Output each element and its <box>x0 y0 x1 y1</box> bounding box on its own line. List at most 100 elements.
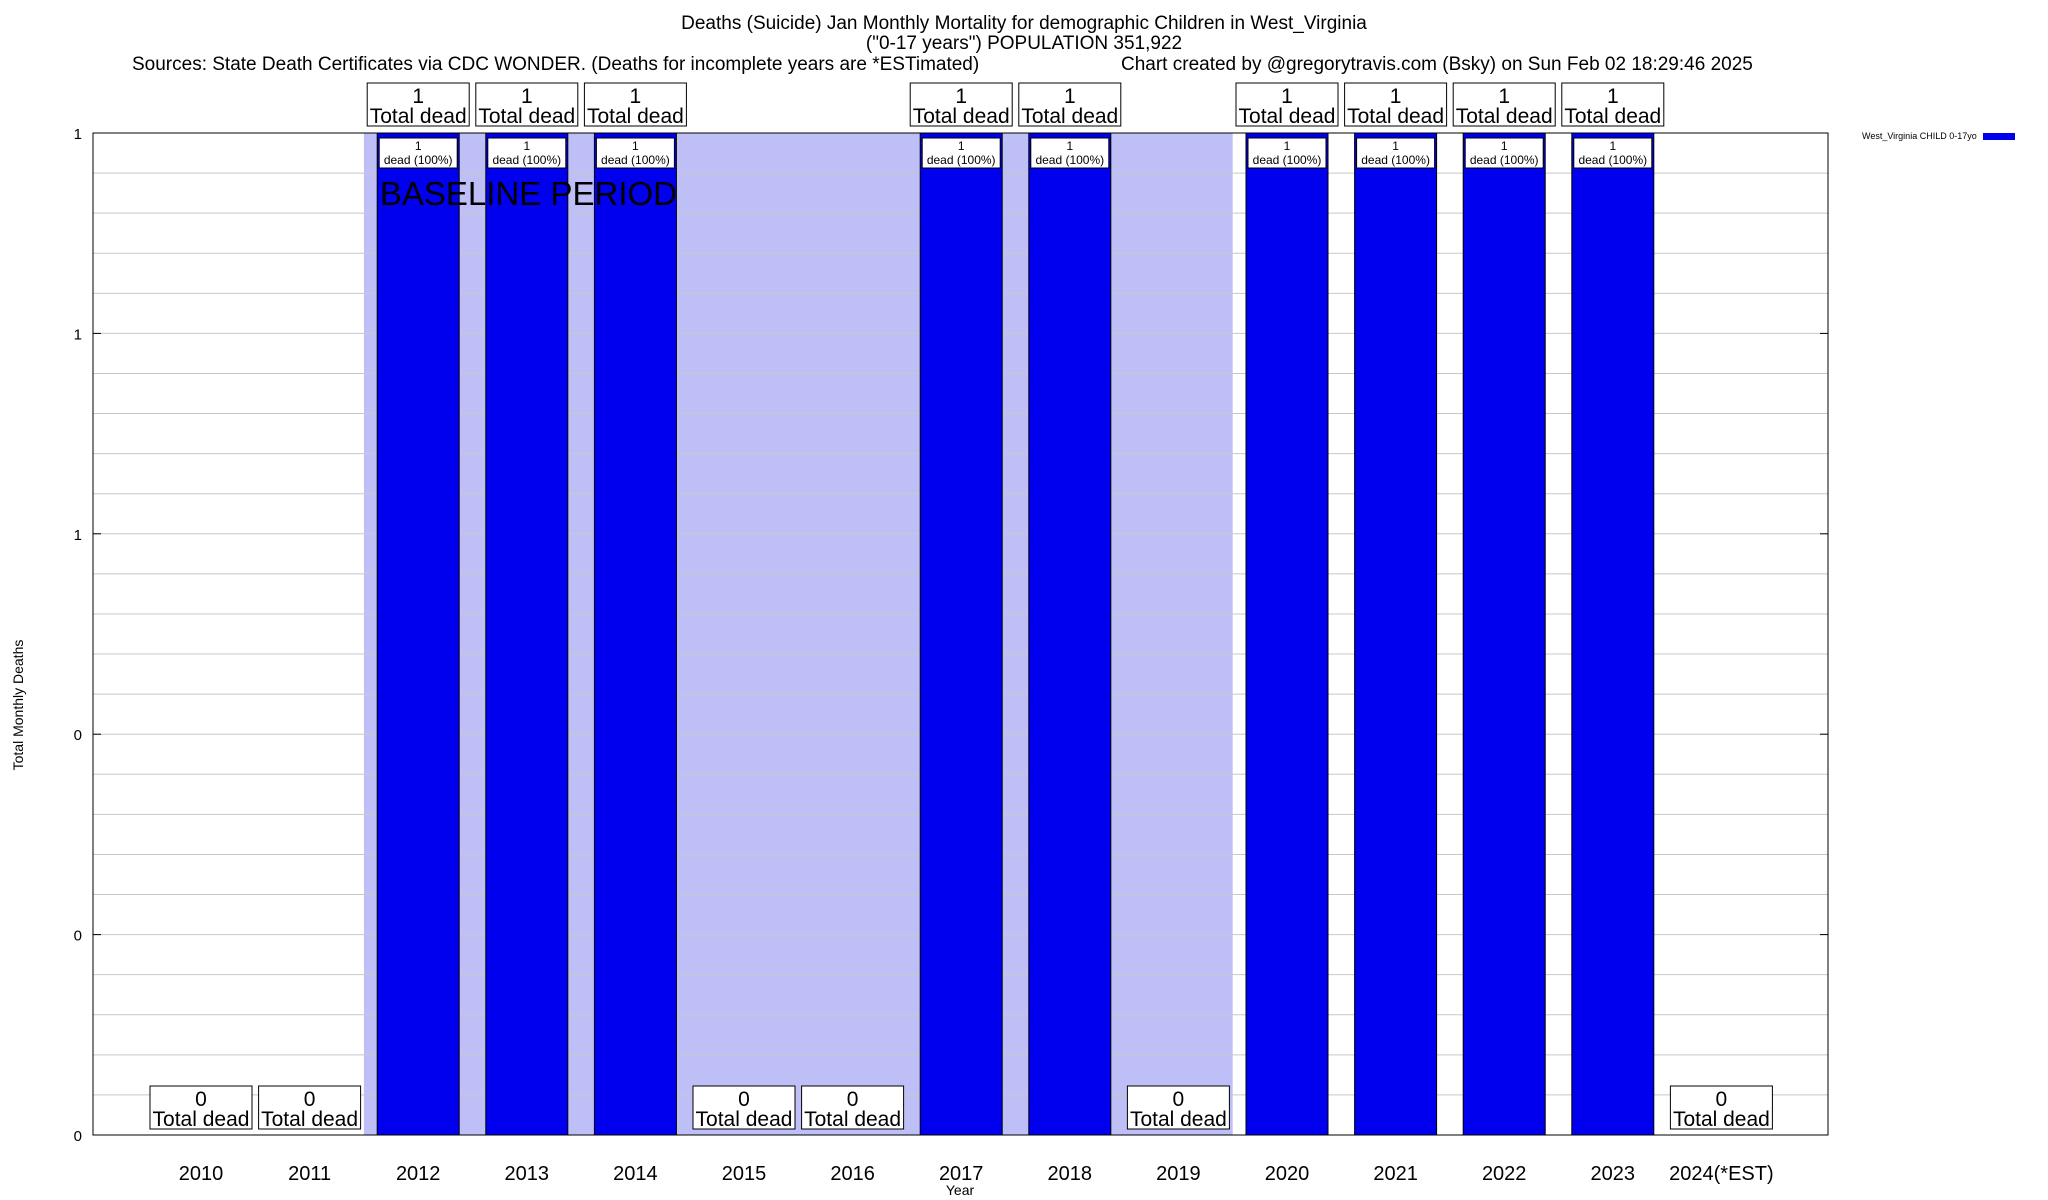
bar-value-count: 1 <box>523 139 530 153</box>
total-dead-label: Total dead <box>1347 105 1444 128</box>
bar-value-box <box>595 137 675 169</box>
chart-sources: Sources: State Death Certificates via CD… <box>132 54 980 75</box>
x-tick-label-2016: 2016 <box>830 1163 875 1185</box>
total-dead-label: Total dead <box>1021 105 1118 128</box>
x-tick-label-2018: 2018 <box>1048 1163 1093 1185</box>
bar-value-count: 1 <box>415 139 422 153</box>
bar-value-label: dead (100%) <box>601 153 670 167</box>
total-dead-value: 1 <box>521 85 533 108</box>
bar-value-box <box>1247 137 1327 169</box>
x-tick-label-2014: 2014 <box>613 1163 658 1185</box>
bar-value-count: 1 <box>1066 139 1073 153</box>
total-dead-value: 1 <box>412 85 424 108</box>
x-tick-label-2019: 2019 <box>1156 1163 1201 1185</box>
bar-value-count: 1 <box>1284 139 1291 153</box>
bar-value-box <box>1464 137 1544 169</box>
total-dead-label: Total dead <box>696 1108 793 1131</box>
total-dead-label: Total dead <box>1456 105 1553 128</box>
plot-border <box>92 132 1829 1136</box>
total-dead-box <box>1561 82 1665 127</box>
bar-2023 <box>1571 132 1655 1136</box>
total-dead-value: 1 <box>1498 85 1510 108</box>
x-tick-label-2023: 2023 <box>1591 1163 1636 1185</box>
bar-value-count: 1 <box>1392 139 1399 153</box>
total-dead-value: 0 <box>195 1088 207 1111</box>
x-tick-label-2010: 2010 <box>179 1163 224 1185</box>
total-dead-value: 0 <box>738 1088 750 1111</box>
chart-credit: Chart created by @gregorytravis.com (Bsk… <box>1121 54 1753 75</box>
total-dead-value: 1 <box>1390 85 1402 108</box>
total-dead-box <box>1344 82 1448 127</box>
total-dead-value: 1 <box>1281 85 1293 108</box>
total-dead-value: 0 <box>304 1088 316 1111</box>
legend-swatch <box>1982 132 2015 140</box>
total-dead-label: Total dead <box>913 105 1010 128</box>
bar-value-label: dead (100%) <box>492 153 561 167</box>
bar-value-box <box>487 137 567 169</box>
x-tick-label-2022: 2022 <box>1482 1163 1527 1185</box>
x-tick-label-2013: 2013 <box>505 1163 550 1185</box>
total-dead-box <box>366 82 470 127</box>
bar-2012 <box>376 132 460 1136</box>
bar-value-count: 1 <box>632 139 639 153</box>
x-tick-label-2024(*EST): 2024(*EST) <box>1669 1163 1774 1185</box>
bar-value-box <box>1356 137 1436 169</box>
x-axis-label: Year <box>945 1182 975 1198</box>
bar-value-box <box>378 137 458 169</box>
total-dead-label: Total dead <box>587 105 684 128</box>
total-dead-label: Total dead <box>1673 1108 1770 1131</box>
total-dead-box <box>475 82 579 127</box>
bar-value-box <box>921 137 1001 169</box>
bar-value-box <box>1573 137 1653 169</box>
bar-value-box <box>1030 137 1110 169</box>
total-dead-value: 1 <box>1607 85 1619 108</box>
y-tick-label: 0 <box>74 1128 82 1145</box>
total-dead-value: 0 <box>1716 1088 1728 1111</box>
bar-2014 <box>593 132 677 1136</box>
total-dead-box <box>1452 82 1556 127</box>
legend-label: West_Virginia CHILD 0-17yo <box>1862 131 1977 141</box>
total-dead-label: Total dead <box>1564 105 1661 128</box>
legend: West_Virginia CHILD 0-17yo <box>1862 131 2015 141</box>
bar-value-label: dead (100%) <box>1035 153 1104 167</box>
x-tick-label-2020: 2020 <box>1265 1163 1310 1185</box>
total-dead-box <box>692 1085 796 1130</box>
total-dead-value: 1 <box>630 85 642 108</box>
chart-subtitle: ("0-17 years") POPULATION 351,922 <box>865 33 1183 54</box>
total-dead-label: Total dead <box>261 1108 358 1131</box>
total-dead-label: Total dead <box>804 1108 901 1131</box>
x-tick-label-2011: 2011 <box>288 1163 331 1185</box>
total-dead-value: 1 <box>1064 85 1076 108</box>
baseline-period-label: BASELINE PERIOD <box>380 175 677 212</box>
total-dead-label: Total dead <box>1239 105 1336 128</box>
total-dead-value: 1 <box>955 85 967 108</box>
y-tick-label: 1 <box>74 126 82 143</box>
bar-value-label: dead (100%) <box>1578 153 1647 167</box>
bar-value-count: 1 <box>1501 139 1508 153</box>
total-dead-box <box>1669 1085 1773 1130</box>
bar-value-count: 1 <box>1609 139 1616 153</box>
total-dead-box <box>149 1085 253 1130</box>
x-tick-label-2015: 2015 <box>722 1163 767 1185</box>
bar-2013 <box>485 132 569 1136</box>
total-dead-box <box>801 1085 905 1130</box>
total-dead-box <box>1018 82 1122 127</box>
bar-value-label: dead (100%) <box>927 153 996 167</box>
bar-2018 <box>1028 132 1112 1136</box>
total-dead-label: Total dead <box>1130 1108 1227 1131</box>
total-dead-label: Total dead <box>478 105 575 128</box>
x-tick-label-2021: 2021 <box>1373 1163 1418 1185</box>
total-dead-box <box>1235 82 1339 127</box>
total-dead-box <box>258 1085 362 1130</box>
x-tick-label-2017: 2017 <box>939 1163 984 1185</box>
total-dead-label: Total dead <box>370 105 467 128</box>
bar-2021 <box>1354 132 1438 1136</box>
total-dead-box <box>909 82 1013 127</box>
bar-value-label: dead (100%) <box>1470 153 1539 167</box>
bar-value-label: dead (100%) <box>1253 153 1322 167</box>
y-tick-label: 0 <box>74 727 82 744</box>
y-tick-label: 1 <box>74 326 82 343</box>
bar-2022 <box>1462 132 1546 1136</box>
bar-value-count: 1 <box>958 139 965 153</box>
